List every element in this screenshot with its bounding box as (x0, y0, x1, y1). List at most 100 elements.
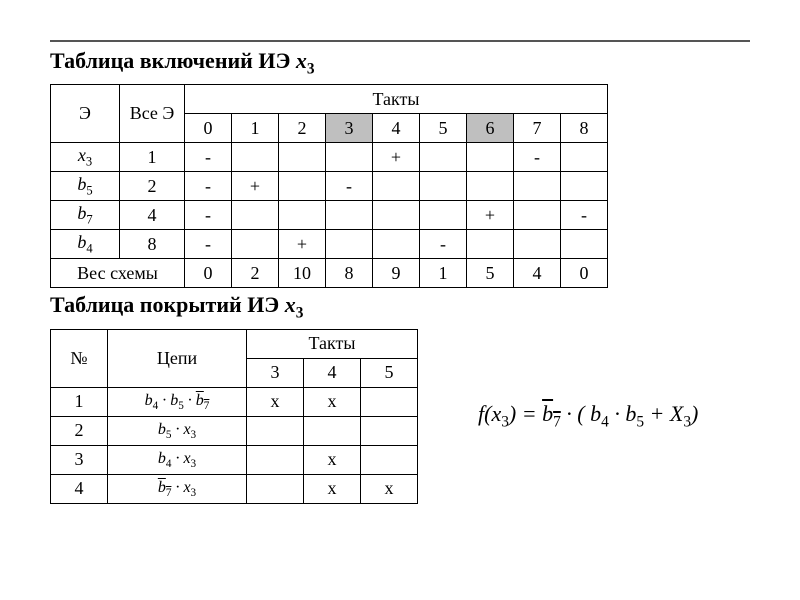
t2-cell (361, 416, 418, 445)
t2-head-c: Цепи (108, 329, 247, 387)
t1-cell: - (326, 172, 373, 201)
t1-cell (561, 143, 608, 172)
t1-tick: 8 (561, 114, 608, 143)
t1-footer-cell: 5 (467, 259, 514, 288)
t1-tick: 0 (185, 114, 232, 143)
t2-rownum: 3 (51, 445, 108, 474)
t1-cell: - (185, 201, 232, 230)
t1-cell (373, 172, 420, 201)
t1-cell (232, 230, 279, 259)
t1-cell (514, 230, 561, 259)
title1-sub: 3 (307, 60, 315, 77)
t2-tick: 4 (304, 358, 361, 387)
t2-cell (304, 416, 361, 445)
t1-rowlabel: b7 (51, 201, 120, 230)
t2-chain: b4 · x3 (108, 445, 247, 474)
t1-tick: 4 (373, 114, 420, 143)
t1-cell (326, 230, 373, 259)
t1-cell (326, 201, 373, 230)
formula: f(x3) = b7 · ( b4 · b5 + X3) (478, 401, 698, 431)
t2-chain: b4 · b5 · b7 (108, 387, 247, 416)
t1-cell (514, 201, 561, 230)
t2-cell: x (304, 387, 361, 416)
coverings-row: №ЦепиТакты3451b4 · b5 · b7xx2b5 · x33b4 … (50, 329, 750, 504)
t1-cell: + (279, 230, 326, 259)
t1-rowlabel: b5 (51, 172, 120, 201)
t1-cell: - (185, 230, 232, 259)
t1-cell (279, 143, 326, 172)
t2-rownum: 4 (51, 474, 108, 503)
t1-cell (561, 172, 608, 201)
t2-cell (247, 474, 304, 503)
t1-footer-cell: 9 (373, 259, 420, 288)
t1-footer-cell: 10 (279, 259, 326, 288)
t1-head-takty: Такты (185, 85, 608, 114)
t1-footer-label: Вес схемы (51, 259, 185, 288)
t2-chain: b5 · x3 (108, 416, 247, 445)
t1-head-e: Э (51, 85, 120, 143)
top-rule (50, 40, 750, 42)
t1-weight: 2 (120, 172, 185, 201)
t1-cell (373, 230, 420, 259)
t2-cell: x (247, 387, 304, 416)
t1-cell (467, 143, 514, 172)
t2-tick: 3 (247, 358, 304, 387)
t1-rowlabel: b4 (51, 230, 120, 259)
t1-cell: - (514, 143, 561, 172)
t1-footer-cell: 0 (185, 259, 232, 288)
t1-footer-cell: 0 (561, 259, 608, 288)
title2-sub: 3 (296, 305, 304, 322)
t1-footer-cell: 1 (420, 259, 467, 288)
title2-text: Таблица покрытий ИЭ (50, 292, 285, 317)
t1-tick: 6 (467, 114, 514, 143)
t1-cell (232, 201, 279, 230)
t2-chain: b7 · x3 (108, 474, 247, 503)
t2-tick: 5 (361, 358, 418, 387)
t1-tick: 7 (514, 114, 561, 143)
t2-cell (247, 445, 304, 474)
t2-cell (247, 416, 304, 445)
t1-tick: 3 (326, 114, 373, 143)
t1-cell (373, 201, 420, 230)
t2-rownum: 1 (51, 387, 108, 416)
t2-rownum: 2 (51, 416, 108, 445)
t2-cell: x (361, 474, 418, 503)
page: Таблица включений ИЭ x3 ЭВсе ЭТакты01234… (50, 40, 750, 504)
t1-cell: + (373, 143, 420, 172)
t2-cell (361, 445, 418, 474)
t1-weight: 4 (120, 201, 185, 230)
t1-cell (420, 143, 467, 172)
t1-rowlabel: x3 (51, 143, 120, 172)
t1-cell (279, 201, 326, 230)
t1-cell (561, 230, 608, 259)
t1-cell: + (232, 172, 279, 201)
t2-head-n: № (51, 329, 108, 387)
t1-cell: - (185, 172, 232, 201)
t1-cell (326, 143, 373, 172)
table-coverings: №ЦепиТакты3451b4 · b5 · b7xx2b5 · x33b4 … (50, 329, 418, 504)
t1-weight: 1 (120, 143, 185, 172)
t2-cell: x (304, 445, 361, 474)
t1-footer-cell: 2 (232, 259, 279, 288)
t1-cell (514, 172, 561, 201)
t2-cell: x (304, 474, 361, 503)
t1-head-all: Все Э (120, 85, 185, 143)
t1-cell (467, 172, 514, 201)
t1-footer-cell: 4 (514, 259, 561, 288)
title-coverings: Таблица покрытий ИЭ x3 (50, 292, 750, 322)
t1-footer-cell: 8 (326, 259, 373, 288)
t1-cell (232, 143, 279, 172)
t1-tick: 5 (420, 114, 467, 143)
t1-weight: 8 (120, 230, 185, 259)
t1-cell (420, 201, 467, 230)
title2-var: x (285, 292, 296, 317)
t1-cell (420, 172, 467, 201)
t1-cell: + (467, 201, 514, 230)
t1-tick: 2 (279, 114, 326, 143)
t2-head-takty: Такты (247, 329, 418, 358)
t1-cell: - (561, 201, 608, 230)
t1-cell: - (185, 143, 232, 172)
t2-cell (361, 387, 418, 416)
title1-var: x (296, 48, 307, 73)
t1-cell: - (420, 230, 467, 259)
